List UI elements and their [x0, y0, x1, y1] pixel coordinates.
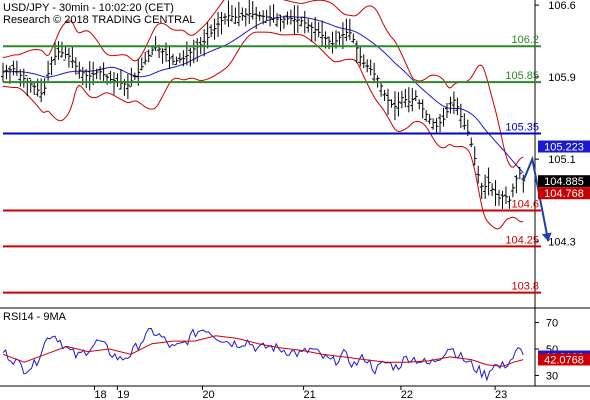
support-2-label: 104.25 [505, 234, 539, 246]
chart-title: USD/JPY - 30min - 10:02:20 (CET) [3, 2, 174, 14]
rsi-title: RSI14 - 9MA [3, 311, 66, 323]
current-price-box [538, 175, 590, 188]
resistance-1-label: 106.2 [511, 34, 539, 46]
price-bars [1, 0, 526, 209]
price-axis-label: 105.9 [548, 72, 576, 84]
x-axis-label: 23 [495, 389, 507, 400]
chart-header: USD/JPY - 30min - 10:02:20 (CET) Researc… [3, 2, 196, 26]
x-axis: 18 19 20 21 22 23 [0, 385, 590, 400]
rsi-axis-label: 30 [546, 370, 558, 382]
rsi-pane: 70503044.318842.0768 [2, 318, 590, 382]
price-axis-label: 105.1 [548, 154, 576, 166]
bollinger-upper-band [2, 0, 524, 168]
rsi-ma-value-box [538, 353, 590, 366]
chart-copyright: Research © 2018 TRADING CENTRAL [3, 14, 196, 26]
forecast-arrow-head [541, 232, 552, 242]
ma-value-box [538, 140, 590, 153]
band-value-box-label: 104.768 [544, 188, 584, 200]
ma-value-box-label: 105.223 [544, 142, 584, 154]
support-1-label: 104.6 [511, 198, 539, 210]
current-price-box-label: 104.885 [544, 176, 584, 188]
forecast-arrow [522, 155, 550, 242]
pivot-label: 105.35 [505, 121, 539, 133]
x-axis-label: 20 [202, 389, 214, 400]
x-axis-label: 19 [117, 389, 129, 400]
price-pane: 106.6 105.9 105.1 104.3 106.2 105.85 105.35 104… [0, 0, 590, 386]
rsi-ma-value-box-label: 42.0768 [544, 354, 584, 366]
rsi-ma-line [2, 335, 524, 367]
support-3-label: 103.8 [511, 281, 539, 293]
band-value-box [538, 187, 590, 200]
x-axis-label: 21 [303, 389, 315, 400]
bollinger-lower-band [2, 31, 524, 230]
rsi-axis-label: 70 [546, 318, 558, 330]
x-axis-label: 18 [94, 389, 106, 400]
resistance-2-label: 105.85 [505, 70, 539, 82]
price-axis-label: 106.6 [548, 0, 576, 12]
price-axis-label: 104.3 [548, 236, 576, 248]
x-axis-label: 22 [401, 389, 413, 400]
